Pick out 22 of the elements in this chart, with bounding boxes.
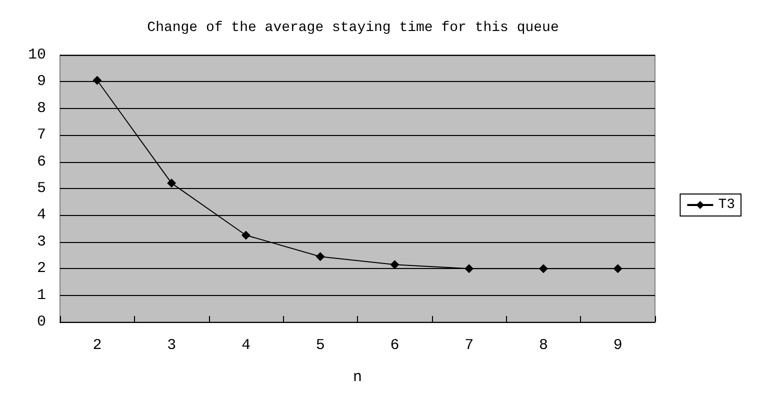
- x-tick-label: 3: [167, 337, 176, 354]
- x-tick-label: 9: [613, 337, 622, 354]
- y-tick-label: 8: [36, 100, 46, 117]
- x-tick-label: 4: [241, 337, 250, 354]
- chart-title: Change of the average staying time for this queue: [147, 20, 559, 36]
- x-tick-label: 2: [92, 337, 102, 354]
- y-tick-label: 0: [36, 314, 46, 330]
- y-tick-label: 5: [36, 180, 46, 197]
- y-tick-label: 6: [36, 153, 46, 170]
- x-tick-label: 5: [316, 337, 325, 354]
- y-tick-label: 9: [36, 73, 46, 90]
- x-tick-label: 8: [538, 337, 548, 354]
- legend-label: T3: [718, 197, 736, 213]
- y-tick-label: 3: [36, 233, 46, 250]
- x-axis-title: n: [352, 369, 362, 386]
- y-tick-label: 7: [36, 126, 46, 144]
- y-tick-label: 1: [36, 286, 46, 304]
- x-tick-label: 6: [390, 337, 400, 354]
- x-tick-label: 7: [464, 337, 474, 354]
- y-tick-label: 4: [36, 206, 46, 224]
- y-tick-label: 2: [36, 260, 46, 278]
- y-tick-label: 10: [28, 46, 46, 64]
